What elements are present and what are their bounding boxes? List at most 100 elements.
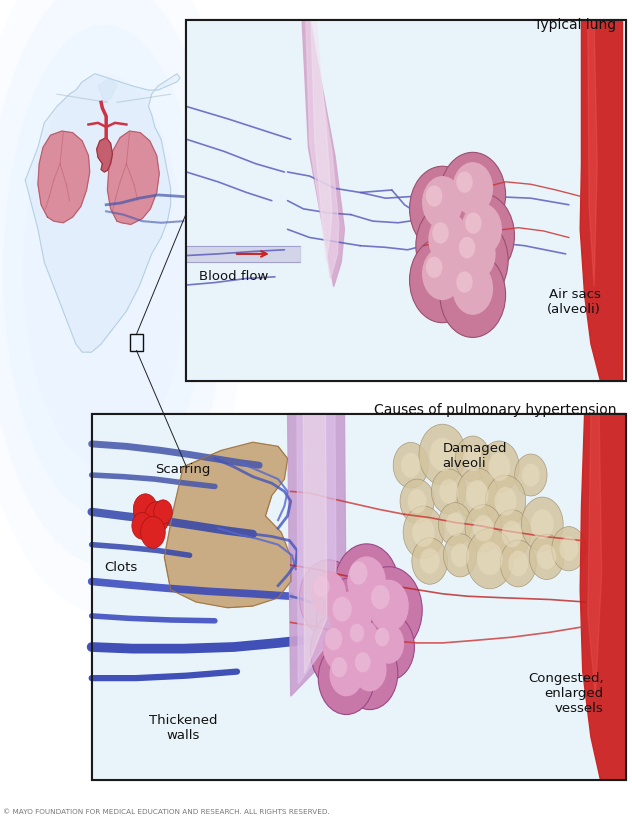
Circle shape — [368, 580, 409, 632]
Circle shape — [432, 222, 449, 243]
Bar — [186, 20, 626, 381]
Circle shape — [141, 517, 165, 548]
Ellipse shape — [23, 74, 185, 467]
Circle shape — [337, 609, 389, 676]
Text: Thickened
walls: Thickened walls — [149, 714, 217, 742]
Text: Scarring: Scarring — [155, 463, 210, 476]
Circle shape — [428, 213, 469, 265]
Circle shape — [466, 528, 513, 589]
Circle shape — [331, 657, 347, 677]
Circle shape — [323, 623, 360, 671]
Circle shape — [393, 442, 428, 488]
Bar — [92, 414, 626, 780]
Circle shape — [522, 464, 540, 486]
Circle shape — [455, 228, 495, 280]
Bar — [186, 20, 626, 381]
Circle shape — [332, 596, 352, 622]
Polygon shape — [588, 414, 602, 696]
Circle shape — [456, 171, 473, 192]
Circle shape — [422, 247, 463, 300]
Circle shape — [420, 548, 440, 574]
Circle shape — [508, 550, 528, 577]
Circle shape — [432, 469, 466, 514]
Circle shape — [455, 436, 490, 482]
Circle shape — [300, 560, 358, 636]
Circle shape — [477, 542, 502, 575]
Circle shape — [349, 561, 368, 585]
Circle shape — [349, 623, 364, 642]
Circle shape — [529, 534, 564, 580]
Circle shape — [374, 623, 404, 663]
Circle shape — [355, 567, 422, 654]
Circle shape — [521, 497, 563, 551]
Circle shape — [493, 509, 531, 559]
Circle shape — [461, 203, 502, 256]
Circle shape — [453, 262, 493, 314]
Polygon shape — [303, 414, 327, 673]
Circle shape — [363, 613, 415, 681]
Circle shape — [502, 521, 522, 547]
Circle shape — [440, 252, 506, 337]
Circle shape — [154, 500, 173, 524]
Polygon shape — [107, 131, 159, 224]
Circle shape — [439, 503, 471, 545]
Circle shape — [531, 509, 554, 539]
Polygon shape — [25, 74, 180, 352]
Polygon shape — [580, 414, 626, 780]
Circle shape — [330, 591, 372, 645]
Circle shape — [451, 543, 470, 568]
Circle shape — [439, 479, 458, 504]
Circle shape — [133, 494, 157, 525]
Circle shape — [500, 540, 537, 587]
Circle shape — [353, 648, 387, 691]
Circle shape — [514, 454, 547, 496]
Circle shape — [319, 642, 374, 714]
Polygon shape — [288, 414, 346, 696]
Circle shape — [446, 512, 465, 536]
Circle shape — [459, 237, 475, 258]
Circle shape — [419, 424, 466, 485]
Circle shape — [426, 256, 442, 278]
Text: Clots: Clots — [104, 561, 138, 574]
Polygon shape — [297, 414, 336, 684]
Circle shape — [465, 212, 482, 233]
Text: Typical lung: Typical lung — [534, 18, 616, 32]
Polygon shape — [302, 20, 344, 287]
Text: Blood flow: Blood flow — [199, 270, 269, 283]
Circle shape — [403, 506, 444, 559]
Circle shape — [342, 637, 398, 709]
Circle shape — [408, 489, 427, 514]
Circle shape — [416, 203, 482, 288]
Circle shape — [430, 438, 455, 471]
Circle shape — [310, 611, 372, 691]
Circle shape — [355, 652, 370, 672]
Circle shape — [422, 176, 463, 229]
Text: Causes of pulmonary hypertension: Causes of pulmonary hypertension — [374, 403, 616, 417]
Circle shape — [313, 576, 329, 597]
Circle shape — [144, 501, 169, 534]
Circle shape — [329, 653, 363, 696]
Circle shape — [456, 271, 473, 292]
Polygon shape — [98, 78, 117, 102]
Circle shape — [334, 544, 399, 627]
Circle shape — [453, 162, 493, 215]
Circle shape — [410, 238, 475, 323]
Ellipse shape — [3, 25, 205, 516]
Circle shape — [559, 536, 578, 561]
Circle shape — [375, 627, 389, 646]
Circle shape — [485, 475, 526, 527]
Text: Air sacs
(alveoli): Air sacs (alveoli) — [547, 288, 600, 316]
Bar — [92, 414, 626, 780]
Text: Damaged
alveoli: Damaged alveoli — [442, 442, 507, 470]
Circle shape — [325, 628, 342, 650]
Circle shape — [347, 556, 386, 606]
Circle shape — [444, 534, 477, 577]
Circle shape — [473, 515, 494, 541]
Circle shape — [537, 545, 556, 569]
Circle shape — [552, 527, 586, 571]
Circle shape — [495, 487, 516, 515]
Polygon shape — [311, 20, 332, 262]
Polygon shape — [97, 138, 112, 172]
Text: Congested,
enlarged
vessels: Congested, enlarged vessels — [528, 672, 604, 715]
Polygon shape — [306, 20, 339, 278]
